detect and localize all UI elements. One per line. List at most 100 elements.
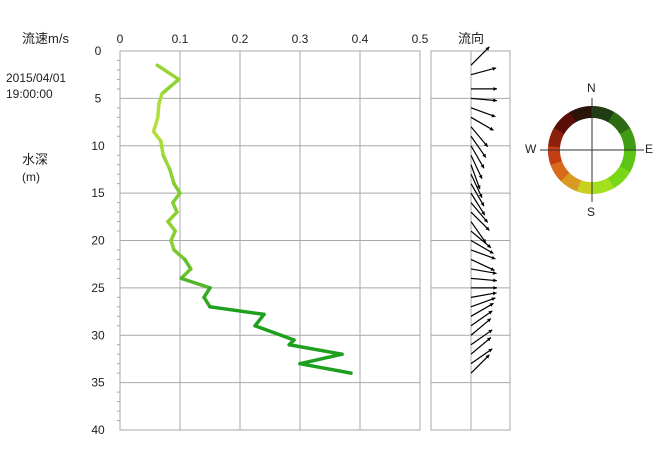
direction-arrow-head	[490, 267, 495, 271]
direction-arrow-head	[480, 164, 484, 169]
direction-arrow	[470, 337, 492, 355]
direction-arrow-shaft	[470, 230, 492, 249]
direction-arrow-shaft	[470, 154, 483, 180]
direction-arrow	[470, 258, 495, 271]
direction-arrow	[470, 230, 492, 249]
direction-arrow-shaft	[470, 310, 493, 327]
speed-x-tick-label: 0.2	[232, 32, 249, 46]
direction-arrow	[470, 268, 497, 275]
compass-rose	[540, 98, 644, 202]
direction-arrow-shaft	[470, 337, 492, 355]
direction-arrow	[471, 86, 497, 91]
timestamp-time: 19:00:00	[6, 87, 53, 101]
compass-west-label: W	[525, 142, 537, 156]
direction-plot-area	[430, 50, 511, 431]
direction-arrow-head	[486, 318, 491, 323]
direction-arrow-head	[482, 153, 486, 158]
speed-line-segment	[166, 219, 177, 233]
direction-arrow	[470, 135, 487, 158]
direction-arrow	[470, 302, 494, 317]
speed-line-segment	[171, 191, 182, 205]
direction-arrow-shaft	[470, 183, 485, 207]
direction-arrow-shaft	[470, 258, 495, 271]
direction-arrow-head	[493, 86, 497, 91]
direction-arrow-head	[492, 291, 497, 296]
compass-ring-segment	[619, 150, 636, 173]
direction-arrow-head	[492, 270, 497, 275]
direction-arrow	[470, 249, 496, 260]
direction-arrow	[470, 354, 490, 374]
compass-ring-segment	[553, 111, 577, 134]
direction-arrow-shaft	[470, 145, 485, 169]
direction-arrow	[470, 329, 493, 346]
compass-ring-segment	[547, 145, 562, 166]
direction-arrow-head	[485, 354, 490, 359]
direction-arrow-shaft	[470, 192, 486, 216]
direction-arrow	[470, 67, 497, 76]
compass-ring-segment	[592, 106, 615, 123]
direction-arrow	[471, 285, 497, 290]
direction-arrow-head	[486, 244, 491, 248]
compass-ring-segment	[550, 160, 570, 182]
direction-arrow	[470, 97, 497, 103]
direction-arrow-shaft	[470, 135, 487, 158]
direction-arrow	[470, 164, 481, 190]
direction-arrow-head	[488, 329, 493, 334]
direction-arrow-shaft	[470, 318, 492, 336]
compass-ring-segment	[619, 128, 636, 151]
direction-arrow-head	[483, 218, 488, 223]
direction-arrow	[470, 277, 497, 283]
direction-arrow-head	[491, 297, 496, 301]
direction-arrow	[470, 297, 496, 308]
direction-arrow	[470, 154, 483, 180]
direction-arrow-shaft	[470, 107, 496, 118]
direction-arrow-head	[485, 46, 490, 51]
compass-ring-segment	[570, 106, 593, 123]
speed-x-tick-label: 0.1	[172, 32, 189, 46]
direction-arrow-head	[476, 185, 481, 190]
depth-y-tick-label: 30	[91, 328, 105, 342]
compass-south-label: S	[587, 205, 596, 219]
direction-arrow	[470, 291, 497, 298]
direction-arrow-head	[482, 238, 486, 243]
speed-line-segment	[287, 342, 344, 356]
speed-line-segment	[298, 352, 344, 366]
direction-arrow-shaft	[470, 164, 481, 190]
speed-line-segment	[160, 77, 181, 96]
direction-arrow	[470, 202, 489, 223]
direction-arrow-head	[488, 310, 493, 315]
depth-y-tick-label: 10	[91, 139, 105, 153]
direction-arrow-shaft	[470, 268, 497, 275]
speed-line-segment	[172, 248, 187, 262]
direction-arrow-shaft	[470, 126, 489, 148]
compass-ring-segment	[591, 177, 614, 194]
speed-line-segment	[179, 267, 193, 281]
direction-arrow-shaft	[470, 97, 497, 102]
direction-series	[470, 46, 497, 374]
direction-arrow-shaft	[470, 211, 490, 231]
speed-line-segment	[202, 286, 212, 300]
depth-y-tick-label: 0	[95, 44, 102, 58]
speed-line-segment	[183, 257, 193, 271]
direction-arrow	[470, 192, 486, 216]
compass-ring-segment	[548, 127, 565, 148]
direction-arrow-head	[491, 255, 496, 260]
direction-arrow-head	[478, 174, 483, 179]
direction-arrow-shaft	[470, 202, 489, 223]
compass-ring-segment	[608, 111, 631, 135]
speed-line-segment	[151, 129, 163, 143]
direction-arrow-shaft	[470, 348, 493, 365]
compass-ring-segment	[576, 179, 592, 194]
direction-arrow	[470, 183, 485, 207]
direction-arrow	[470, 348, 493, 365]
depth-y-tick-label: 25	[91, 281, 105, 295]
direction-arrow-head	[478, 193, 483, 198]
speed-line-segment	[166, 210, 179, 224]
direction-arrow-head	[489, 303, 494, 307]
speed-series	[151, 63, 353, 375]
direction-arrow-head	[493, 98, 497, 103]
direction-arrow-head	[489, 250, 494, 254]
direction-arrow-shaft	[470, 67, 497, 76]
direction-arrow-head	[483, 142, 488, 147]
